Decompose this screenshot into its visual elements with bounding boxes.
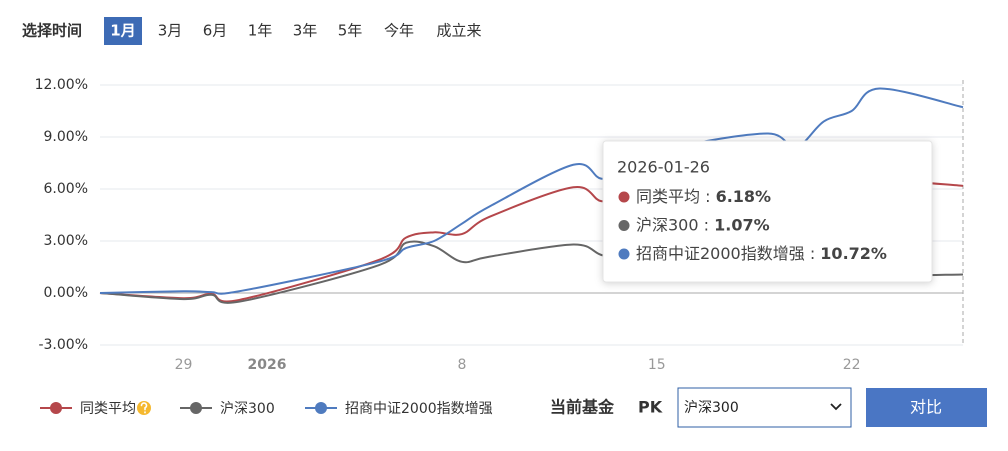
time-option[interactable]: 3月 (158, 22, 183, 40)
y-tick-label: 6.00% (44, 181, 88, 197)
x-tick-label: 29 (175, 357, 193, 373)
fund-select-value[interactable]: 沪深300 (684, 400, 739, 416)
tooltip-separator: : (699, 215, 715, 234)
tooltip-value: 6.18% (716, 187, 772, 206)
compare-label: 当前基金 (550, 398, 615, 417)
series-line (99, 87, 964, 295)
time-option-bg[interactable] (104, 17, 142, 45)
x-tick-label: 2026 (248, 357, 287, 373)
y-tick-label: 0.00% (44, 285, 88, 301)
select-chevron[interactable] (830, 403, 842, 411)
fund-select[interactable] (677, 387, 852, 428)
time-label: 选择时间 (22, 22, 82, 40)
tooltip-box (602, 140, 933, 283)
time-option[interactable]: 今年 (384, 22, 414, 40)
tooltip-item: 沪深300 : 1.07% (636, 215, 770, 234)
tooltip-separator: : (700, 187, 716, 206)
tooltip-separator: : (805, 244, 821, 263)
y-tick-label: 9.00% (44, 129, 88, 145)
legend-label[interactable]: 同类平均 (80, 401, 136, 417)
time-option[interactable]: 1年 (248, 22, 273, 40)
tooltip-name: 招商中证2000指数增强 (636, 244, 805, 263)
time-option[interactable]: 3年 (293, 22, 318, 40)
time-option[interactable]: 1月 (110, 22, 135, 40)
help-icon-glyph (140, 402, 148, 414)
tooltip-name: 沪深300 (636, 215, 699, 234)
legend-label[interactable]: 招商中证2000指数增强 (345, 401, 493, 417)
tooltip-date: 2026-01-26 (617, 158, 710, 177)
tooltip-value: 10.72% (820, 244, 887, 263)
tooltip-dot (618, 220, 630, 231)
tooltip-item: 招商中证2000指数增强 : 10.72% (636, 244, 887, 263)
time-option[interactable]: 成立来 (436, 22, 481, 40)
pk-label: PK (638, 398, 663, 417)
tooltip-dot (618, 191, 630, 203)
compare-button[interactable] (866, 388, 987, 427)
time-option[interactable]: 5年 (338, 22, 363, 40)
y-tick-label: -3.00% (38, 337, 88, 353)
x-tick-label: 15 (648, 357, 666, 373)
tooltip-value: 1.07% (714, 215, 770, 234)
y-tick-label: 12.00% (35, 77, 88, 93)
tooltip-dot (618, 248, 630, 260)
time-option[interactable]: 6月 (203, 22, 228, 40)
legend-dot (315, 402, 327, 414)
help-icon[interactable] (137, 401, 151, 415)
compare-button-label[interactable]: 对比 (910, 398, 942, 417)
x-tick-label: 8 (457, 357, 466, 373)
x-tick-label: 22 (843, 357, 861, 373)
tooltip-name: 同类平均 (636, 187, 700, 206)
tooltip-item: 同类平均 : 6.18% (636, 187, 771, 206)
legend-dot (50, 402, 62, 414)
legend-label[interactable]: 沪深300 (220, 401, 275, 417)
y-tick-label: 3.00% (44, 233, 88, 249)
legend-dot (190, 402, 202, 414)
